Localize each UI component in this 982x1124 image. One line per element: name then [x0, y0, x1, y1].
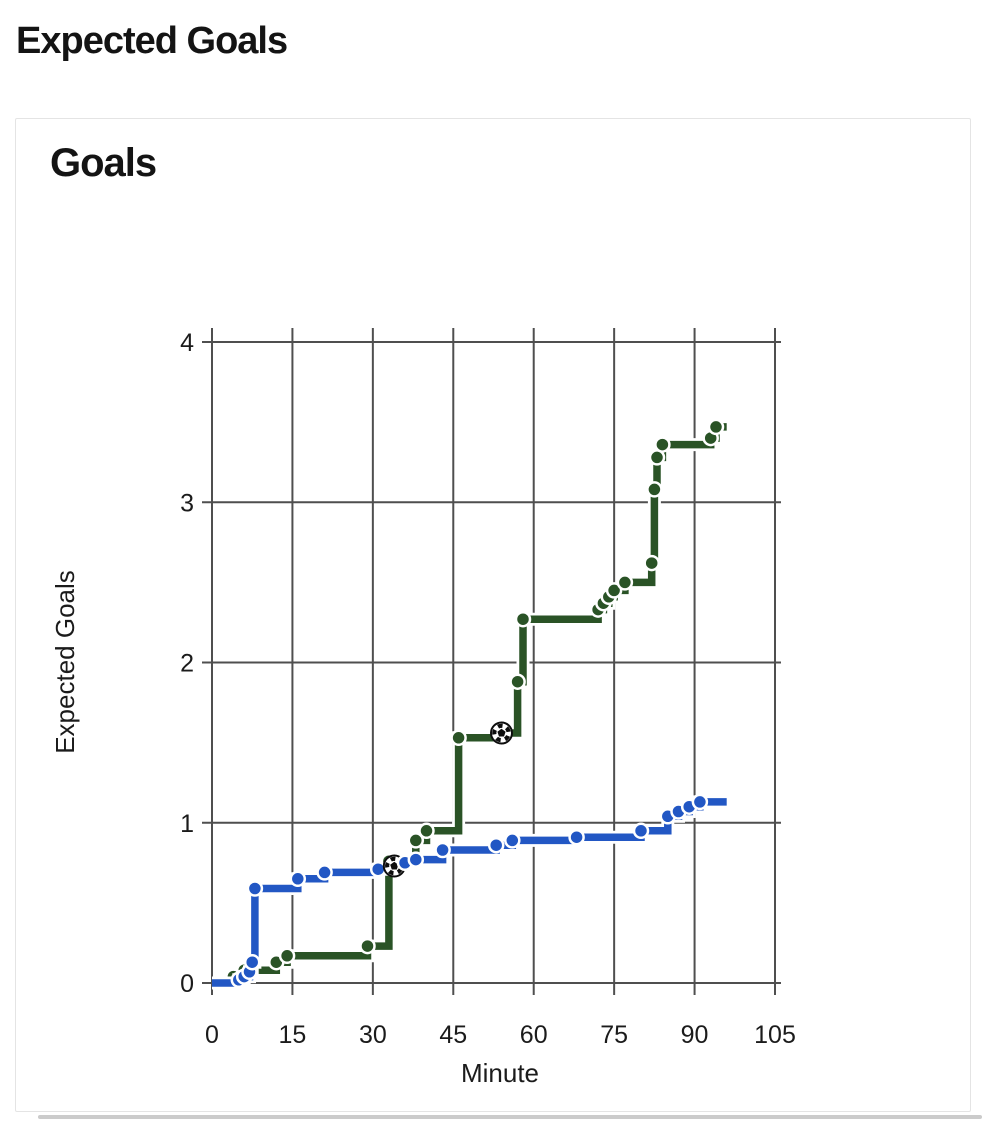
shot-marker[interactable]	[568, 828, 585, 846]
shot-marker[interactable]	[278, 947, 296, 965]
shot-marker[interactable]	[289, 870, 307, 888]
goals-card: Goals	[15, 118, 971, 1112]
shot-marker[interactable]	[434, 841, 451, 859]
shot-marker[interactable]	[450, 729, 467, 747]
shot-marker[interactable]	[504, 832, 521, 849]
shot-marker[interactable]	[359, 937, 376, 955]
shot-marker[interactable]	[605, 582, 623, 599]
shot-marker[interactable]	[487, 836, 505, 854]
shot-marker[interactable]	[246, 880, 264, 897]
shot-marker[interactable]	[643, 554, 660, 572]
shot-marker[interactable]	[632, 822, 650, 840]
next-card-top-edge	[38, 1115, 982, 1119]
shot-marker[interactable]	[646, 481, 663, 498]
page-title: Expected Goals	[16, 20, 288, 62]
shot-marker[interactable]	[707, 418, 725, 436]
shot-marker[interactable]	[407, 851, 425, 868]
card-title: Goals	[50, 141, 157, 185]
shot-marker[interactable]	[616, 574, 634, 591]
shot-marker[interactable]	[654, 436, 671, 453]
shot-marker[interactable]	[316, 864, 333, 881]
shot-marker[interactable]	[243, 953, 261, 971]
shot-marker[interactable]	[509, 673, 526, 690]
shot-marker[interactable]	[691, 793, 709, 811]
shot-marker[interactable]	[514, 610, 532, 628]
shot-marker[interactable]	[418, 822, 435, 840]
goal-soccer-ball-icon[interactable]	[490, 721, 513, 745]
